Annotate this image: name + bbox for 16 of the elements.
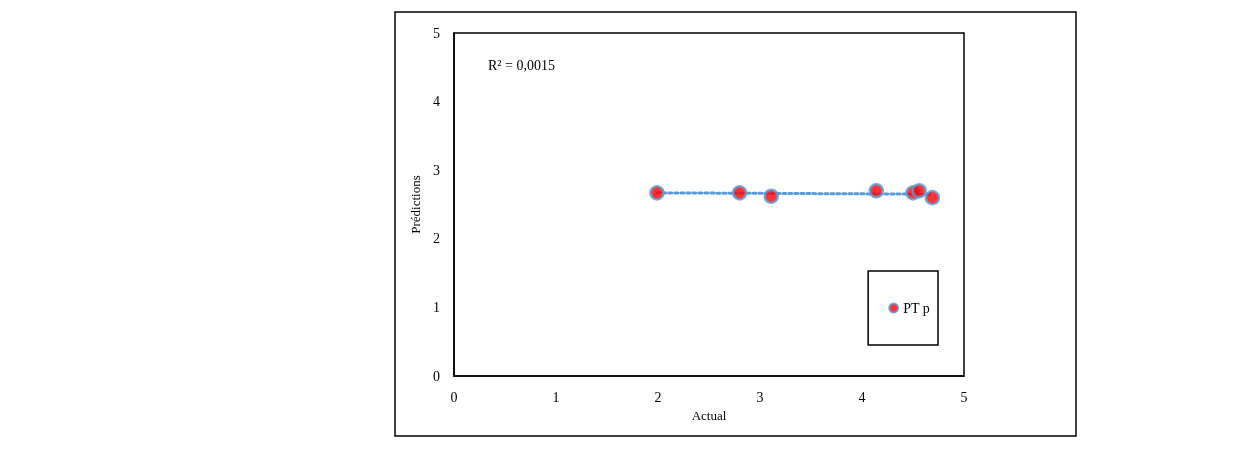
y-axis-title: Prédictions bbox=[408, 175, 423, 234]
y-tick-label: 0 bbox=[433, 368, 440, 384]
x-tick-label: 1 bbox=[552, 389, 560, 405]
annotation: R² = 0,0015 bbox=[488, 57, 555, 73]
x-tick-label: 2 bbox=[654, 389, 662, 405]
x-tick-label: 5 bbox=[960, 389, 968, 405]
y-tick-label: 4 bbox=[433, 94, 440, 110]
x-tick-label: 3 bbox=[756, 389, 764, 405]
x-axis-title: Actual bbox=[691, 407, 727, 423]
legend-label: PT p bbox=[903, 300, 930, 316]
y-tick-label: 3 bbox=[433, 162, 440, 178]
y-tick-label: 2 bbox=[433, 231, 440, 247]
x-tick-label: 0 bbox=[450, 389, 458, 405]
y-tick-label: 1 bbox=[433, 299, 440, 315]
x-tick-label: 4 bbox=[858, 389, 866, 405]
y-tick-label: 5 bbox=[433, 25, 440, 41]
